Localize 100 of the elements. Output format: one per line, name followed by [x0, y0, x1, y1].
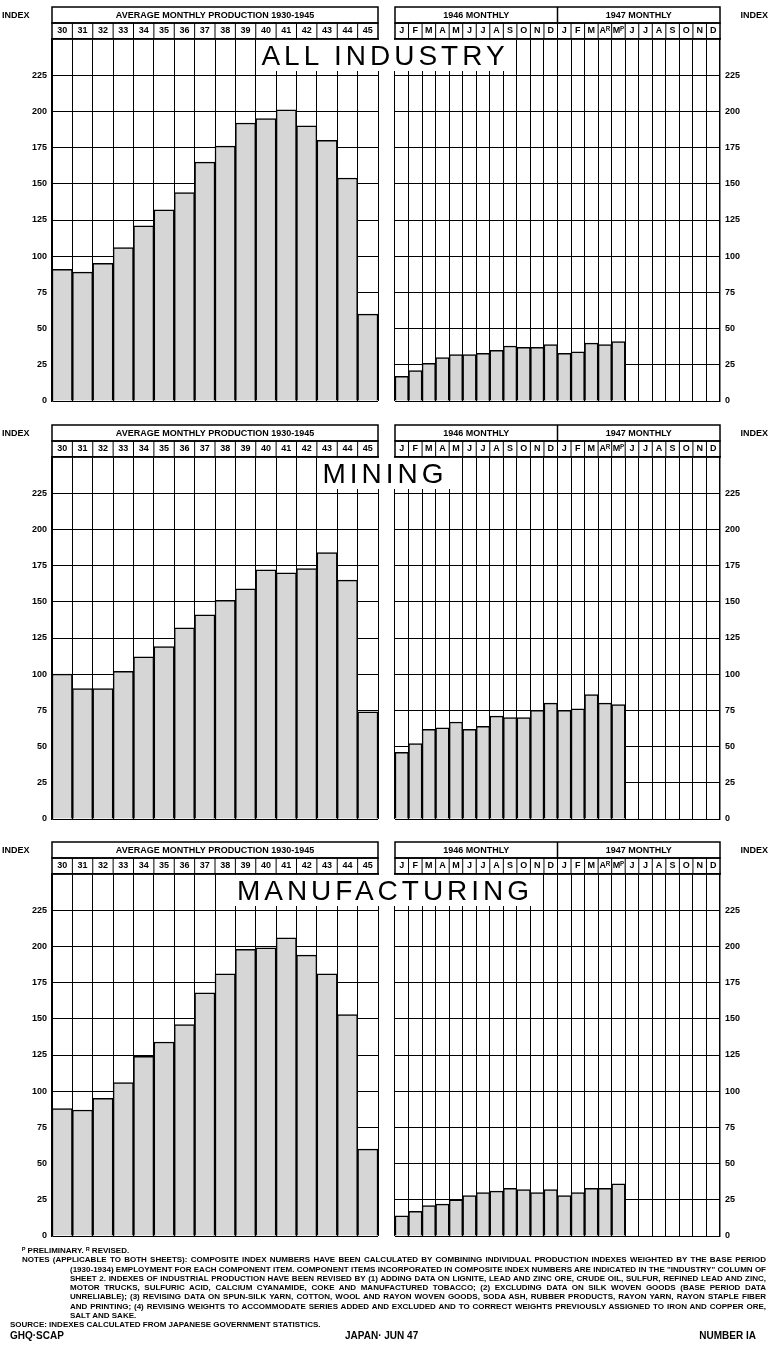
x-tick-label: S — [669, 25, 676, 36]
x-tick-label: Aᴿ — [599, 25, 612, 36]
x-tick-label: N — [696, 860, 703, 871]
y2-tick-label: 0 — [725, 395, 731, 406]
x-tick-label: 36 — [179, 443, 190, 454]
x-tick-label: 35 — [159, 860, 170, 871]
x-tick-label: 45 — [362, 25, 373, 36]
x-tick-label: 44 — [342, 25, 353, 36]
x-tick-label: F — [575, 860, 582, 871]
x-tick-label: M — [587, 443, 596, 454]
x-tick-label: M — [425, 443, 433, 454]
text: 1947 MONTHLY — [605, 844, 672, 855]
y2-axis-title: INDEX — [740, 844, 768, 855]
y-tick-label: 175 — [31, 142, 47, 153]
chart-title: MANUFACTURING — [232, 875, 538, 906]
text: NOTES (APPLICABLE TO BOTH SHEETS): COMPOSITE INDEX NUMBERS HAVE BEEN CALCULATED BY COMBINING INDIVIDUAL PRODUCTION INDEXES WEIGHTED BY THE BASE PERIOD (1930-1934) EMPLOYMENT FOR EACH COMPONENT ITEM. COMPONENT ITEMS INCORPORATED IN COMPOSITE INDEX NUMBERS ARE INDICATED IN THE "INDUSTRY" COLUMN OF SHEET 2. INDEXES OF INDUSTRIAL PRODUCTION HAVE BEEN REVISED BY (1) ADDING DATA ON LIGNITE, LEAD AND ZINC ORE, CRUDE OIL, SULFUR, REFINED LEAD AND ZINC, MOTOR TRUCKS, SULFURIC ACID, CALCIUM CYANAMIDE, COKE AND MANUFACTURED TOBACCO; (2) EXCLUDING DATA ON SILK WOVEN GOODS (BASE PERIOD DATA UNRELIABLE); (3) REVISING DATA ON SPUN-SILK YARN, COTTON, WOOL AND RAYON WOVEN GOODS, SODA ASH, RUBBER PRODUCTS, RAYON YARN, RAYON STAPLE FIBER AND PRINTING; (4) REVISING WEIGHTS TO ACCOMMODATE SERIES ADDED AND EXCLUDED AND TO CORRECT WEIGHTS PREVIOUSLY ASSIGNED TO IRON AND COPPER ORE, SALT AND SAKE. — [21, 1255, 766, 1321]
x-tick-label: J — [561, 25, 567, 36]
y2-tick-label: 100 — [725, 250, 741, 261]
x-tick-label: 43 — [322, 25, 333, 36]
x-tick-label: 35 — [159, 443, 170, 454]
x-tick-label: 32 — [97, 443, 108, 454]
y-tick-label: 175 — [31, 977, 47, 988]
y2-tick-label: 175 — [725, 560, 741, 571]
x-tick-label: Mᴾ — [612, 443, 625, 454]
y2-tick-label: 150 — [725, 1013, 741, 1024]
x-tick-label: M — [425, 25, 433, 36]
y2-tick-label: 125 — [725, 214, 741, 225]
x-tick-label: 38 — [220, 860, 231, 871]
y-tick-label: 0 — [41, 395, 47, 406]
x-tick-label: O — [682, 25, 690, 36]
y-tick-label: 0 — [41, 813, 47, 824]
x-tick-label: N — [696, 443, 703, 454]
x-tick-label: O — [520, 25, 528, 36]
x-tick-label: O — [682, 443, 690, 454]
x-tick-label: A — [655, 443, 663, 454]
chart-subtitle: AVERAGE MONTHLY PRODUCTION 1930-1945 — [115, 844, 315, 855]
x-tick-label: J — [399, 443, 405, 454]
text: 1946 MONTHLY — [443, 427, 510, 438]
y2-tick-label: 150 — [725, 178, 741, 189]
y-axis-title: INDEX — [2, 844, 30, 855]
x-tick-label: 43 — [322, 443, 333, 454]
x-tick-label: N — [533, 25, 541, 36]
x-tick-label: 37 — [199, 25, 210, 36]
y-axis-title: INDEX — [2, 427, 30, 438]
chart-subtitle: AVERAGE MONTHLY PRODUCTION 1930-1945 — [115, 427, 315, 438]
x-tick-label: J — [643, 443, 649, 454]
x-tick-label: S — [669, 860, 676, 871]
y2-tick-label: 25 — [725, 1194, 736, 1205]
x-tick-label: 32 — [97, 25, 108, 36]
y-tick-label: 150 — [31, 1013, 47, 1024]
x-tick-label: J — [480, 443, 486, 454]
x-tick-label: 31 — [77, 25, 88, 36]
x-tick-label: 42 — [301, 443, 312, 454]
x-tick-label: O — [520, 860, 528, 871]
x-tick-label: A — [493, 443, 501, 454]
y2-tick-label: 225 — [725, 487, 741, 498]
x-tick-label: F — [412, 860, 419, 871]
y-tick-label: 50 — [36, 741, 47, 752]
x-tick-label: 36 — [179, 860, 190, 871]
y-tick-label: 75 — [36, 1121, 47, 1132]
y2-tick-label: 0 — [725, 1230, 731, 1241]
x-tick-label: O — [682, 860, 690, 871]
x-tick-label: 33 — [118, 443, 129, 454]
x-tick-label: J — [629, 860, 635, 871]
x-tick-label: S — [507, 25, 514, 36]
x-tick-label: O — [520, 443, 528, 454]
x-tick-label: J — [480, 25, 486, 36]
text: NUMBER IA — [699, 1329, 756, 1342]
x-tick-label: 41 — [281, 860, 292, 871]
x-tick-label: 44 — [342, 443, 353, 454]
y-tick-label: 0 — [41, 1230, 47, 1241]
x-tick-label: 34 — [138, 443, 149, 454]
x-tick-label: J — [466, 860, 472, 871]
x-tick-label: A — [439, 860, 447, 871]
y2-tick-label: 100 — [725, 668, 741, 679]
x-tick-label: 32 — [97, 860, 108, 871]
y2-tick-label: 125 — [725, 632, 741, 643]
x-tick-label: 45 — [362, 860, 373, 871]
y-tick-label: 50 — [36, 1158, 47, 1169]
text: ᴾ PRELIMINARY. ᴿ REVISED. — [21, 1246, 131, 1256]
text: 1947 MONTHLY — [605, 427, 672, 438]
x-tick-label: 34 — [138, 860, 149, 871]
x-tick-label: 30 — [57, 443, 68, 454]
x-tick-label: A — [493, 860, 501, 871]
y-tick-label: 200 — [31, 940, 47, 951]
y2-tick-label: 50 — [725, 741, 736, 752]
x-tick-label: D — [547, 860, 555, 871]
y2-tick-label: 0 — [725, 813, 731, 824]
x-tick-label: 33 — [118, 25, 129, 36]
chart-subtitle: AVERAGE MONTHLY PRODUCTION 1930-1945 — [115, 9, 315, 20]
y2-tick-label: 200 — [725, 523, 741, 534]
x-tick-label: M — [452, 860, 460, 871]
x-tick-label: A — [655, 25, 663, 36]
x-tick-label: M — [587, 860, 596, 871]
y-tick-label: 200 — [31, 105, 47, 116]
x-tick-label: F — [575, 25, 582, 36]
y2-tick-label: 175 — [725, 142, 741, 153]
x-tick-label: M — [452, 443, 460, 454]
x-tick-label: 33 — [118, 860, 129, 871]
x-tick-label: M — [587, 25, 596, 36]
